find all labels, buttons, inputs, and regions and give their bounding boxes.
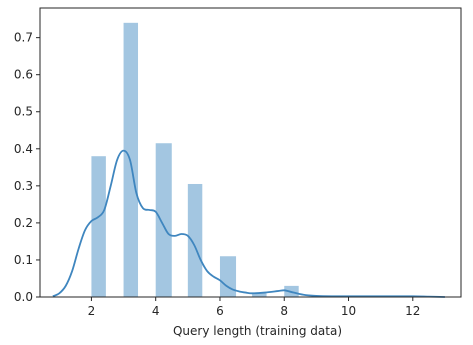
histogram-bar: [155, 143, 172, 297]
histogram-bar: [252, 293, 267, 297]
plot-frame: [39, 7, 462, 298]
x-axis-label: Query length (training data): [173, 324, 342, 338]
x-axis-ticks: 2 4 6 8 10 12: [88, 297, 420, 318]
y-tick-label: 0.7: [14, 31, 33, 45]
y-tick-label: 0.5: [14, 105, 33, 119]
y-tick-label: 0.1: [14, 253, 33, 267]
y-tick-label: 0.0: [14, 290, 33, 304]
histogram-bar: [91, 156, 106, 297]
y-tick-label: 0.6: [14, 68, 33, 82]
x-tick-label: 4: [152, 304, 160, 318]
axes: [39, 7, 462, 298]
y-tick-label: 0.3: [14, 179, 33, 193]
kde-curve: [52, 149, 445, 298]
histogram-bar: [187, 183, 203, 297]
histogram-bar: [219, 256, 237, 297]
x-tick-label: 12: [405, 304, 420, 318]
x-tick-label: 8: [280, 304, 288, 318]
histogram-bars: [91, 22, 428, 297]
x-tick-label: 10: [341, 304, 356, 318]
x-tick-label: 2: [88, 304, 96, 318]
x-tick-label: 6: [216, 304, 224, 318]
kde-curve-layer: [52, 149, 445, 298]
y-tick-label: 0.2: [14, 216, 33, 230]
y-tick-label: 0.4: [14, 142, 33, 156]
y-axis-ticks: 0.0 0.1 0.2 0.3 0.4 0.5 0.6 0.7: [14, 31, 40, 304]
